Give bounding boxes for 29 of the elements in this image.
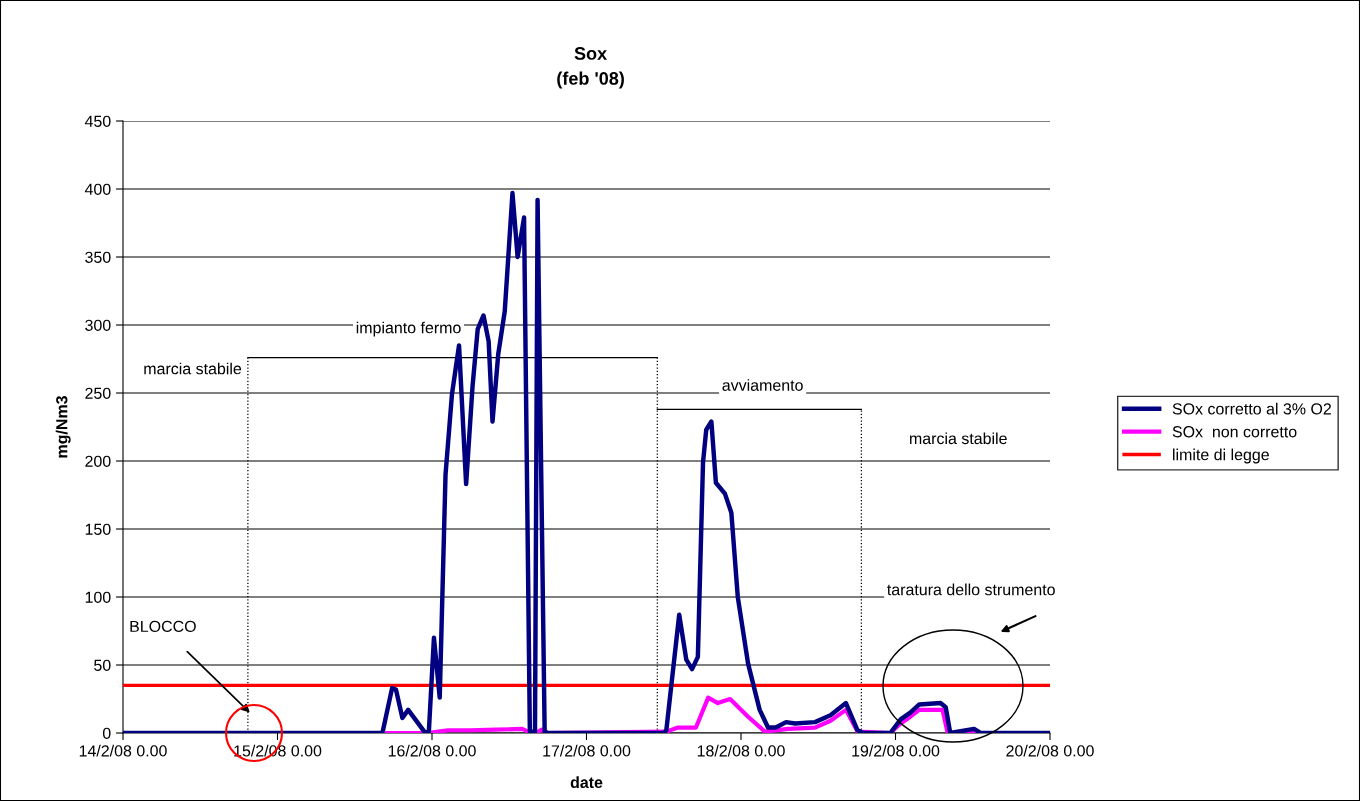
annotation: marcia stabile bbox=[144, 362, 242, 375]
y-tick-label: 350 bbox=[85, 251, 111, 263]
legend-label: limite di legge bbox=[1173, 448, 1269, 464]
chart-title: Sox bbox=[574, 47, 608, 60]
annotation: marcia stabile bbox=[910, 432, 1007, 445]
x-tick-label: 17/2/08 0.00 bbox=[543, 744, 631, 757]
y-tick-label: 100 bbox=[85, 591, 111, 603]
annotation: impianto fermo bbox=[356, 321, 461, 337]
y-tick-label: 50 bbox=[94, 659, 111, 671]
y-tick-label: 150 bbox=[85, 523, 111, 535]
annotation: avviamento bbox=[722, 379, 803, 391]
y-tick-label: 200 bbox=[85, 455, 111, 467]
y-tick-label: 450 bbox=[84, 115, 111, 127]
x-axis-title: date bbox=[570, 776, 603, 789]
y-tick-label: 0 bbox=[102, 727, 111, 739]
x-tick-label: 18/2/08 0.00 bbox=[697, 744, 785, 757]
x-tick-label: 16/2/08 0.00 bbox=[388, 744, 476, 757]
y-tick-label: 400 bbox=[84, 183, 111, 195]
x-tick-label: 14/2/08 0.00 bbox=[79, 744, 167, 757]
chart-subtitle: (feb '08) bbox=[557, 71, 624, 89]
legend-label: SOx corretto al 3% O2 bbox=[1172, 402, 1331, 415]
x-tick-label: 20/2/08 0.00 bbox=[1006, 744, 1094, 757]
y-axis-title: mg/Nm3 bbox=[55, 396, 71, 458]
legend-label: SOx non corretto bbox=[1172, 426, 1297, 438]
annotation: BLOCCO bbox=[130, 620, 196, 633]
annotation: taratura dello strumento bbox=[887, 583, 1055, 596]
y-tick-label: 300 bbox=[85, 319, 111, 331]
y-tick-label: 250 bbox=[85, 387, 111, 399]
x-tick-label: 19/2/08 0.00 bbox=[852, 744, 940, 757]
